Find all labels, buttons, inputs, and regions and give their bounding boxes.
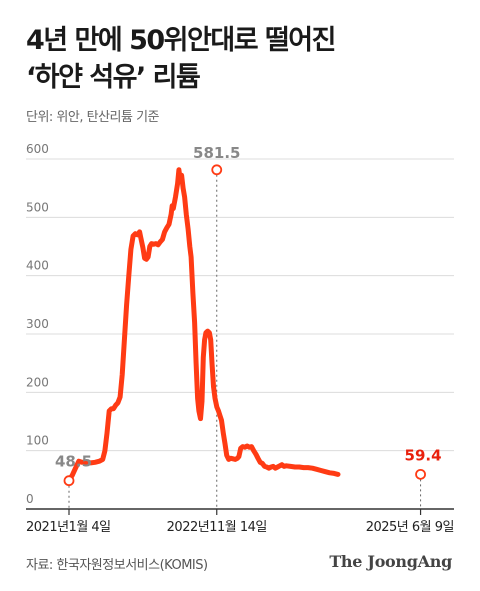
x-tick-label-1: 2022년11월 14일: [167, 520, 267, 535]
y-tick-label-200: 200: [26, 375, 49, 389]
series-layer: [66, 167, 341, 484]
marker-2: [415, 468, 426, 480]
source-note: 자료: 한국자원정보서비스(KOMIS): [26, 558, 208, 573]
x-tick-label-2: 2025년 6월 9일: [366, 520, 454, 535]
publisher-logo: The JoongAng: [329, 552, 452, 571]
y-tick-label-600: 600: [26, 142, 49, 156]
y-tick-label-300: 300: [26, 317, 49, 331]
y-tick-labels: 0 100 200 300 400 500 600: [26, 142, 49, 506]
title-line-1: 4년 만에 50위안대로 떨어진: [26, 25, 336, 56]
x-axis: 2021년1월 4일 2022년11월 14일 2025년 6월 9일: [26, 169, 455, 535]
marker-layer: 48.5 581.5 59.4: [55, 144, 442, 487]
title-line-2: ‘하얀 석유’ 리튬: [26, 62, 201, 93]
y-tick-label-500: 500: [26, 200, 49, 214]
unit-subtitle: 단위: 위안, 탄산리튬 기준: [26, 110, 160, 125]
y-tick-label-0: 0: [26, 492, 34, 506]
chart-title: 4년 만에 50위안대로 떨어진 ‘하얀 석유’ 리튬: [26, 22, 336, 96]
x-tick-label-0: 2021년1월 4일: [26, 520, 111, 535]
marker-1: [211, 164, 223, 176]
y-tick-label-400: 400: [26, 259, 49, 273]
grid-layer: [26, 158, 454, 452]
data-label-1: 581.5: [193, 144, 240, 162]
marker-0: [63, 475, 75, 487]
data-label-0: 48.5: [55, 453, 92, 471]
y-tick-label-100: 100: [26, 434, 49, 448]
series-line-0: [66, 167, 341, 484]
data-label-2: 59.4: [405, 446, 442, 464]
